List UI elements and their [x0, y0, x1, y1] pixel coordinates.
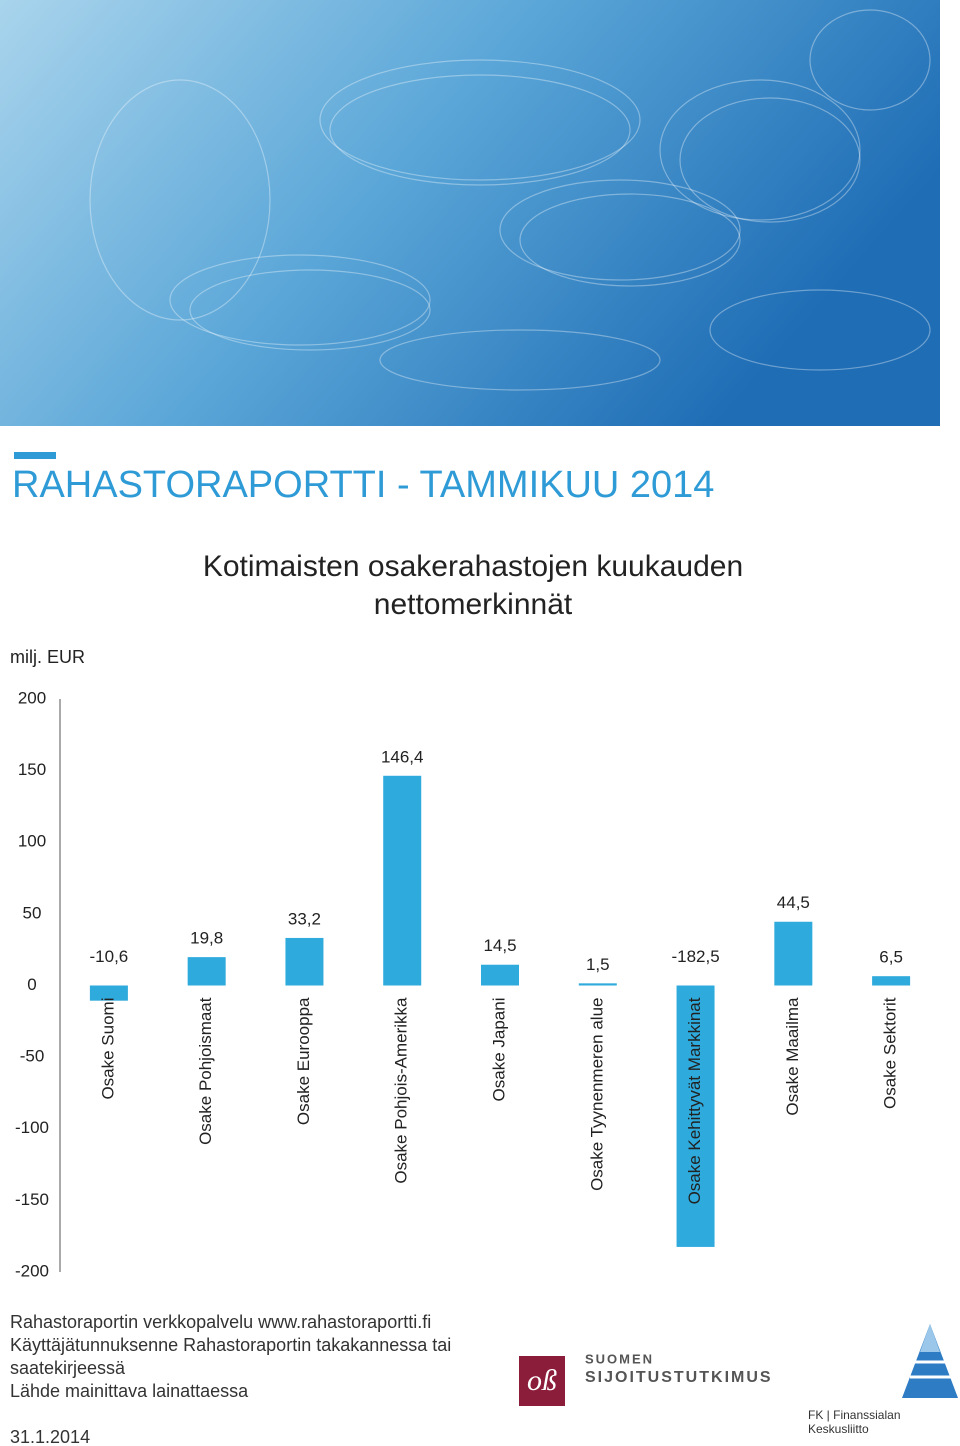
- value-label: -182,5: [671, 947, 719, 966]
- value-label: 33,2: [288, 909, 321, 928]
- bar: [285, 937, 324, 986]
- value-label: 6,5: [879, 948, 903, 967]
- x-tick-label: Osake Kehittyvät Markkinat: [685, 997, 704, 1204]
- bar: [774, 921, 813, 986]
- accent-bar: [14, 452, 56, 459]
- footer-line: Rahastoraportin verkkopalvelu www.rahast…: [10, 1312, 432, 1332]
- value-label: 146,4: [381, 747, 424, 766]
- x-tick-label: Osake Pohjois-Amerikka: [392, 997, 411, 1184]
- chart: -200 -150 -100 -50 0 50 100 150 200 -10,6 Osake Su…: [15, 688, 911, 1280]
- x-tick-label: Osake Pohjoismaat: [196, 997, 215, 1145]
- value-label: 14,5: [483, 936, 516, 955]
- footer: Rahastoraportin verkkopalvelu www.rahast…: [10, 1311, 480, 1403]
- footer-line: Käyttäjätunnuksenne Rahastoraportin taka…: [10, 1335, 452, 1378]
- bar: [481, 964, 519, 986]
- bar: [676, 985, 715, 1247]
- y-tick-label: -150: [15, 1190, 49, 1209]
- logo-text: SUOMEN: [585, 1351, 654, 1366]
- x-tick-label: Osake Eurooppa: [294, 997, 313, 1125]
- value-label: 44,5: [777, 893, 810, 912]
- svg-text:oß: oß: [527, 1364, 557, 1397]
- x-tick-label: Osake Suomi: [98, 998, 117, 1100]
- value-label: -10,6: [90, 947, 129, 966]
- bar: [187, 957, 226, 986]
- bar: [872, 976, 911, 986]
- x-tick-label: Osake Sektorit: [881, 997, 900, 1109]
- report-title: RAHASTORAPORTTI - TAMMIKUU 2014: [12, 464, 715, 506]
- x-tick-label: Osake Tyynenmeren alue: [587, 998, 606, 1191]
- bar: [383, 775, 422, 986]
- fk-logo-text: FK | Finanssialan Keskusliitto: [808, 1408, 901, 1436]
- y-axis-label: milj. EUR: [10, 647, 85, 667]
- y-tick-label: -200: [15, 1261, 49, 1280]
- x-tick-label: Osake Japani: [489, 998, 508, 1102]
- y-tick-label: 150: [18, 760, 46, 779]
- footer-line: Lähde mainittava lainattaessa: [10, 1381, 249, 1401]
- y-tick-label: 50: [23, 903, 42, 922]
- bar: [89, 985, 128, 1001]
- y-tick-label: -50: [20, 1047, 45, 1066]
- y-tick-label: 200: [18, 688, 46, 707]
- bar: [578, 983, 617, 986]
- date: 31.1.2014: [10, 1427, 91, 1446]
- y-tick-label: -100: [15, 1118, 49, 1137]
- header-banner: [0, 0, 940, 426]
- y-tick-label: 0: [27, 975, 36, 994]
- fk-logo: [902, 1324, 958, 1398]
- logo-text: SIJOITUSTUTKIMUS: [585, 1369, 773, 1386]
- y-tick-label: 100: [18, 832, 46, 851]
- sijoitustutkimus-logo: oß SUOMEN SIJOITUSTUTKIMUS: [519, 1351, 773, 1406]
- value-label: 1,5: [586, 955, 610, 974]
- x-tick-label: Osake Maailma: [783, 997, 802, 1116]
- value-label: 19,8: [190, 929, 223, 948]
- chart-title: Kotimaisten osakerahastojen kuukauden ne…: [202, 550, 744, 621]
